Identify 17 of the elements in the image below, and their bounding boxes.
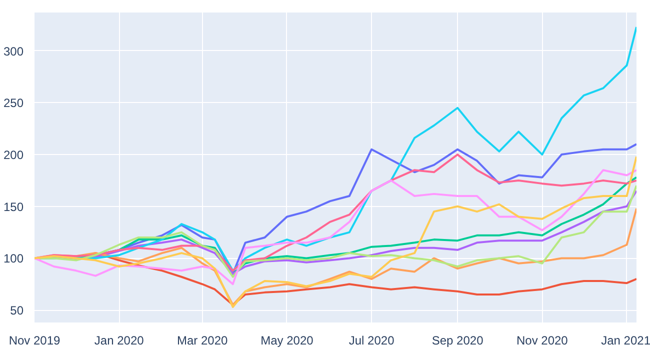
y-tick-label: 300 bbox=[3, 44, 24, 58]
x-tick-label: Nov 2020 bbox=[516, 334, 568, 348]
y-tick-label: 100 bbox=[3, 252, 24, 266]
y-tick-label: 50 bbox=[10, 304, 24, 318]
y-tick-label: 150 bbox=[3, 200, 24, 214]
line-series bbox=[34, 154, 636, 272]
x-tick-label: Jan 2020 bbox=[94, 334, 144, 348]
line-series bbox=[34, 169, 636, 286]
y-tick-label: 200 bbox=[3, 148, 24, 162]
x-tick-label: Nov 2019 bbox=[8, 334, 61, 348]
x-tick-label: Jan 2021 bbox=[601, 334, 650, 348]
x-tick-label: Sep 2020 bbox=[432, 334, 484, 348]
x-tick-label: Mar 2020 bbox=[176, 334, 228, 348]
y-tick-label: 250 bbox=[3, 96, 24, 110]
line-series bbox=[34, 156, 636, 308]
x-tick-label: May 2020 bbox=[260, 334, 314, 348]
x-tick-label: Jul 2020 bbox=[348, 334, 395, 348]
